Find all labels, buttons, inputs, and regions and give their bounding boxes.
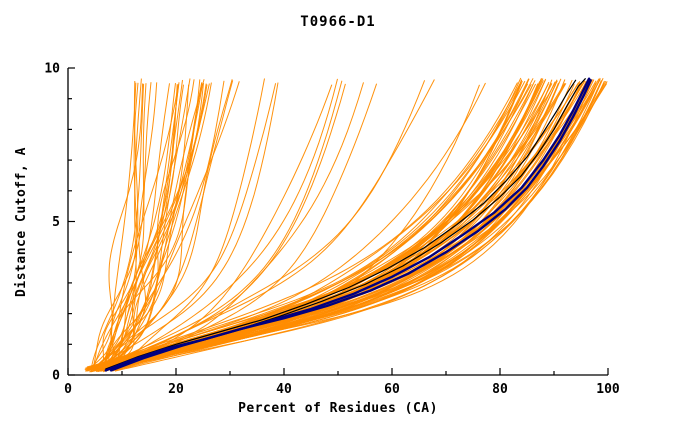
plot-area: 0 20 40 60 80 100 0 5 10 — [44, 62, 620, 398]
prediction-curve — [100, 84, 179, 368]
prediction-curve — [114, 84, 180, 371]
prediction-curve — [100, 83, 147, 370]
prediction-curve — [104, 79, 201, 370]
prediction-curve — [92, 83, 277, 369]
prediction-curve — [87, 82, 203, 370]
x-tick-label: 100 — [596, 382, 620, 397]
x-axis-label: Percent of Residues (CA) — [238, 401, 438, 416]
y-tick-label: 0 — [52, 369, 60, 384]
y-tick-label: 5 — [52, 215, 60, 230]
y-tick-label: 10 — [44, 62, 60, 77]
model-navy-2 — [109, 77, 591, 372]
highlighted-curves — [104, 77, 592, 372]
prediction-curve — [97, 81, 240, 372]
y-axis-label: Distance Cutoff, A — [14, 147, 29, 297]
prediction-curve — [103, 78, 338, 369]
prediction-curve — [97, 79, 595, 373]
prediction-curve — [101, 79, 195, 370]
prediction-curve — [91, 82, 152, 370]
prediction-curve — [102, 83, 203, 367]
model-black-1 — [105, 79, 577, 370]
prediction-curve — [92, 83, 144, 368]
x-tick-label: 40 — [276, 382, 292, 397]
prediction-curve — [93, 83, 521, 368]
prediction-curve — [92, 80, 343, 371]
prediction-curve — [110, 80, 526, 370]
prediction-curve — [93, 78, 534, 367]
x-tick-label: 60 — [384, 382, 400, 397]
prediction-curve — [86, 82, 518, 369]
prediction-curve — [90, 83, 145, 371]
axes: 0 20 40 60 80 100 0 5 10 — [44, 62, 620, 398]
prediction-curve — [90, 84, 208, 372]
x-tick-label: 80 — [492, 382, 508, 397]
prediction-curve — [93, 79, 205, 370]
x-tick-label: 20 — [168, 382, 184, 397]
prediction-curve — [97, 82, 279, 367]
ensemble-curves — [84, 77, 608, 373]
x-tick-label: 0 — [64, 382, 72, 397]
chart-title: T0966-D1 — [300, 14, 375, 30]
prediction-curve — [105, 78, 191, 369]
prediction-curve — [93, 78, 593, 371]
